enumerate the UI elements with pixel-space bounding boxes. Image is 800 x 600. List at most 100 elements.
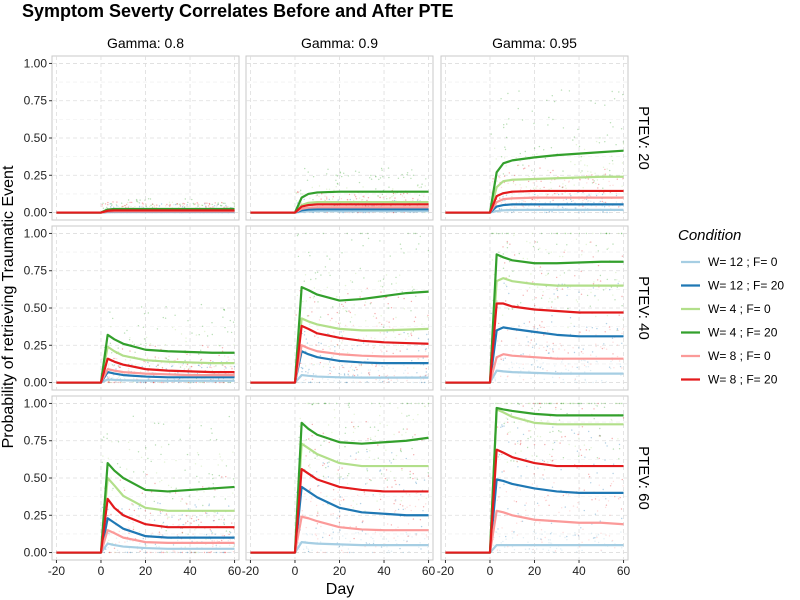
- scatter-point: [327, 313, 329, 316]
- scatter-point: [105, 548, 107, 550]
- scatter-point: [602, 210, 604, 213]
- scatter-point: [126, 203, 128, 206]
- scatter-point: [392, 458, 395, 460]
- scatter-point: [553, 551, 555, 554]
- scatter-point: [339, 529, 341, 531]
- scatter-point: [500, 98, 502, 100]
- scatter-point: [490, 192, 493, 194]
- scatter-point: [212, 477, 214, 480]
- scatter-point: [585, 381, 587, 384]
- scatter-point: [168, 201, 171, 203]
- scatter-point: [591, 182, 594, 184]
- scatter-point: [382, 176, 384, 178]
- scatter-point: [314, 272, 317, 274]
- scatter-point: [296, 294, 299, 297]
- scatter-point: [343, 172, 345, 174]
- scatter-point: [308, 465, 310, 467]
- scatter-point: [548, 301, 550, 303]
- scatter-point: [309, 488, 312, 490]
- scatter-point: [229, 365, 232, 368]
- scatter-point: [333, 409, 336, 411]
- scatter-point: [157, 357, 160, 359]
- scatter-point: [570, 195, 572, 197]
- scatter-point: [427, 250, 430, 252]
- scatter-point: [500, 357, 502, 359]
- scatter-point: [159, 481, 161, 483]
- scatter-point: [388, 198, 391, 200]
- scatter-point: [298, 436, 300, 439]
- y-tick-label: 1.00: [24, 396, 48, 410]
- legend-label: W= 12 ; F= 20: [708, 279, 784, 293]
- scatter-point: [595, 206, 597, 208]
- scatter-point: [516, 304, 519, 306]
- scatter-point: [556, 402, 558, 405]
- scatter-point: [383, 381, 385, 383]
- scatter-point: [556, 276, 558, 279]
- scatter-point: [305, 439, 308, 441]
- scatter-point: [578, 402, 580, 405]
- scatter-point: [533, 473, 535, 475]
- scatter-point: [617, 497, 620, 500]
- scatter-point: [232, 551, 235, 553]
- scatter-point: [605, 348, 608, 350]
- scatter-point: [312, 364, 314, 366]
- scatter-point: [526, 290, 528, 292]
- scatter-point: [399, 243, 402, 245]
- scatter-point: [621, 162, 624, 164]
- scatter-point: [498, 233, 500, 235]
- scatter-point: [621, 517, 623, 520]
- scatter-point: [558, 348, 560, 350]
- scatter-point: [224, 326, 226, 329]
- scatter-point: [547, 124, 549, 126]
- scatter-point: [161, 381, 163, 384]
- scatter-point: [535, 211, 538, 214]
- legend-label: W= 8 ; F= 0: [708, 349, 771, 363]
- scatter-point: [599, 274, 602, 277]
- scatter-point: [367, 369, 370, 371]
- scatter-point: [418, 546, 420, 548]
- scatter-point: [605, 232, 608, 235]
- scatter-point: [336, 517, 338, 519]
- scatter-point: [490, 312, 492, 315]
- scatter-point: [368, 381, 370, 384]
- scatter-point: [211, 333, 213, 336]
- scatter-point: [324, 266, 327, 268]
- scatter-point: [203, 381, 206, 384]
- scatter-point: [320, 525, 322, 528]
- scatter-point: [120, 381, 123, 384]
- scatter-point: [184, 524, 186, 526]
- scatter-point: [187, 533, 189, 536]
- scatter-point: [577, 535, 580, 537]
- scatter-point: [575, 299, 578, 301]
- scatter-point: [617, 438, 619, 440]
- scatter-point: [420, 548, 422, 550]
- scatter-point: [506, 402, 508, 405]
- scatter-point: [214, 489, 216, 491]
- scatter-point: [366, 470, 369, 472]
- scatter-point: [167, 484, 170, 487]
- scatter-point: [502, 540, 504, 543]
- scatter-point: [536, 366, 539, 368]
- scatter-point: [377, 195, 379, 197]
- scatter-point: [402, 508, 404, 511]
- scatter-point: [397, 508, 400, 511]
- scatter-point: [559, 211, 561, 214]
- scatter-point: [117, 441, 120, 443]
- scatter-point: [589, 195, 592, 197]
- scatter-point: [318, 319, 321, 321]
- scatter-point: [423, 195, 425, 197]
- scatter-point: [551, 455, 553, 458]
- scatter-point: [320, 444, 322, 446]
- scatter-point: [137, 508, 140, 510]
- scatter-point: [174, 329, 177, 331]
- scatter-point: [519, 152, 521, 155]
- scatter-point: [529, 354, 531, 356]
- legend-item: W= 8 ; F= 20: [681, 373, 778, 387]
- scatter-point: [128, 519, 130, 522]
- scatter-point: [213, 372, 215, 375]
- scatter-point: [619, 205, 621, 207]
- scatter-point: [187, 201, 189, 204]
- scatter-point: [329, 372, 331, 375]
- scatter-point: [411, 447, 413, 450]
- scatter-point: [158, 531, 161, 533]
